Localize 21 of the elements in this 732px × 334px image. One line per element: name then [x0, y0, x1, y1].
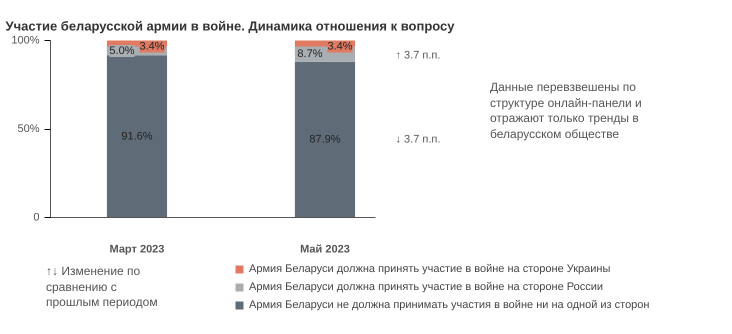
bar [106, 55, 168, 218]
x-tick-label: Май 2023 [300, 244, 350, 256]
text: Данные перевзвешены по структуре онлайн-панели и отражают только тренды в беларусском обществе [490, 80, 643, 142]
text: ↓ 3.7 п.п. [396, 134, 440, 146]
text: ↑↓ Изменение по сравнению с прошлым периодом [46, 264, 159, 311]
data-label: 91.6% [121, 130, 153, 142]
text: ↑ 3.7 п.п. [396, 50, 440, 62]
legend-label: Армия Беларуси должна принять участие в войне на стороне Украины [249, 262, 610, 276]
y-tick-label: 100% [11, 34, 40, 46]
y-tick-label: 0 [33, 212, 40, 224]
data-label: 8.7% [297, 48, 323, 60]
data-label: 3.4% [327, 40, 353, 52]
chart-title: Участие беларусской армии в войне. Динамика отношения к вопросу [6, 18, 456, 34]
data-label: 3.4% [139, 40, 165, 52]
legend-label: Армия Беларуси должна принять участие в войне на стороне России [249, 280, 604, 294]
data-label: 5.0% [109, 44, 135, 57]
data-label: 87.9% [309, 134, 341, 146]
bar [294, 62, 356, 218]
legend-label: Армия Беларуси не должна принимать участия в войне ни на одной из сторон [249, 298, 650, 312]
x-tick-label: Март 2023 [110, 244, 164, 256]
y-tick-label: 50% [17, 123, 40, 135]
